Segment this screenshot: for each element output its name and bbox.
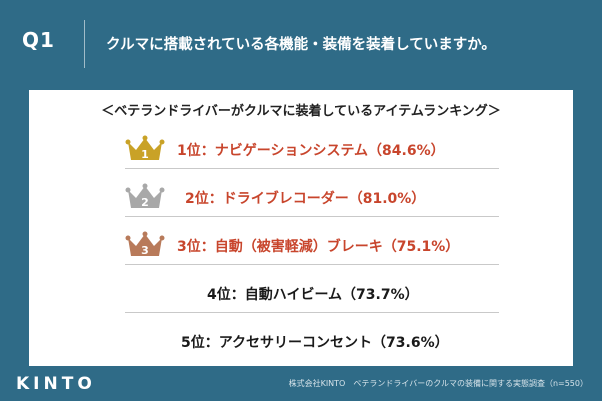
rank-row-2: 2 2位：ドライブレコーダー（81.0%） [125, 178, 499, 217]
question-text: クルマに搭載されている各機能・装備を装着していますか。 [106, 37, 496, 53]
source-note: 株式会社KINTO ベテランドライバーのクルマの装備に関する実態調査（n=550… [288, 379, 588, 388]
rank-5-text: 5位：アクセサリーコンセント（73.6%） [181, 335, 449, 351]
header-divider [84, 20, 85, 68]
rank-row-5: 5位：アクセサリーコンセント（73.6%） [125, 322, 499, 360]
gold-crown-icon: 1 [125, 135, 165, 161]
question-label: Q1 [22, 28, 55, 52]
rank-row-3: 3 3位：自動（被害軽減）ブレーキ（75.1%） [125, 226, 499, 265]
ranking-panel: ＜ベテランドライバーがクルマに装着しているアイテムランキング＞ 1 1位：ナビゲ… [29, 90, 573, 366]
crown-number-2: 2 [141, 196, 149, 209]
rank-2-text: 2位：ドライブレコーダー（81.0%） [185, 191, 426, 207]
kinto-logo: KINTO [16, 374, 96, 394]
bronze-crown-icon: 3 [125, 231, 165, 257]
rank-row-1: 1 1位：ナビゲーションシステム（84.6%） [125, 130, 499, 169]
rank-1-text: 1位：ナビゲーションシステム（84.6%） [177, 143, 445, 159]
rank-4-text: 4位：自動ハイビーム（73.7%） [207, 287, 419, 303]
header-bar: Q1 クルマに搭載されている各機能・装備を装着していますか。 [0, 0, 602, 90]
crown-number-1: 1 [141, 148, 149, 161]
rank-row-4: 4位：自動ハイビーム（73.7%） [125, 274, 499, 313]
crown-number-3: 3 [141, 244, 149, 257]
silver-crown-icon: 2 [125, 183, 165, 209]
rank-3-text: 3位：自動（被害軽減）ブレーキ（75.1%） [177, 239, 460, 255]
ranking-subtitle: ＜ベテランドライバーがクルマに装着しているアイテムランキング＞ [101, 104, 501, 119]
